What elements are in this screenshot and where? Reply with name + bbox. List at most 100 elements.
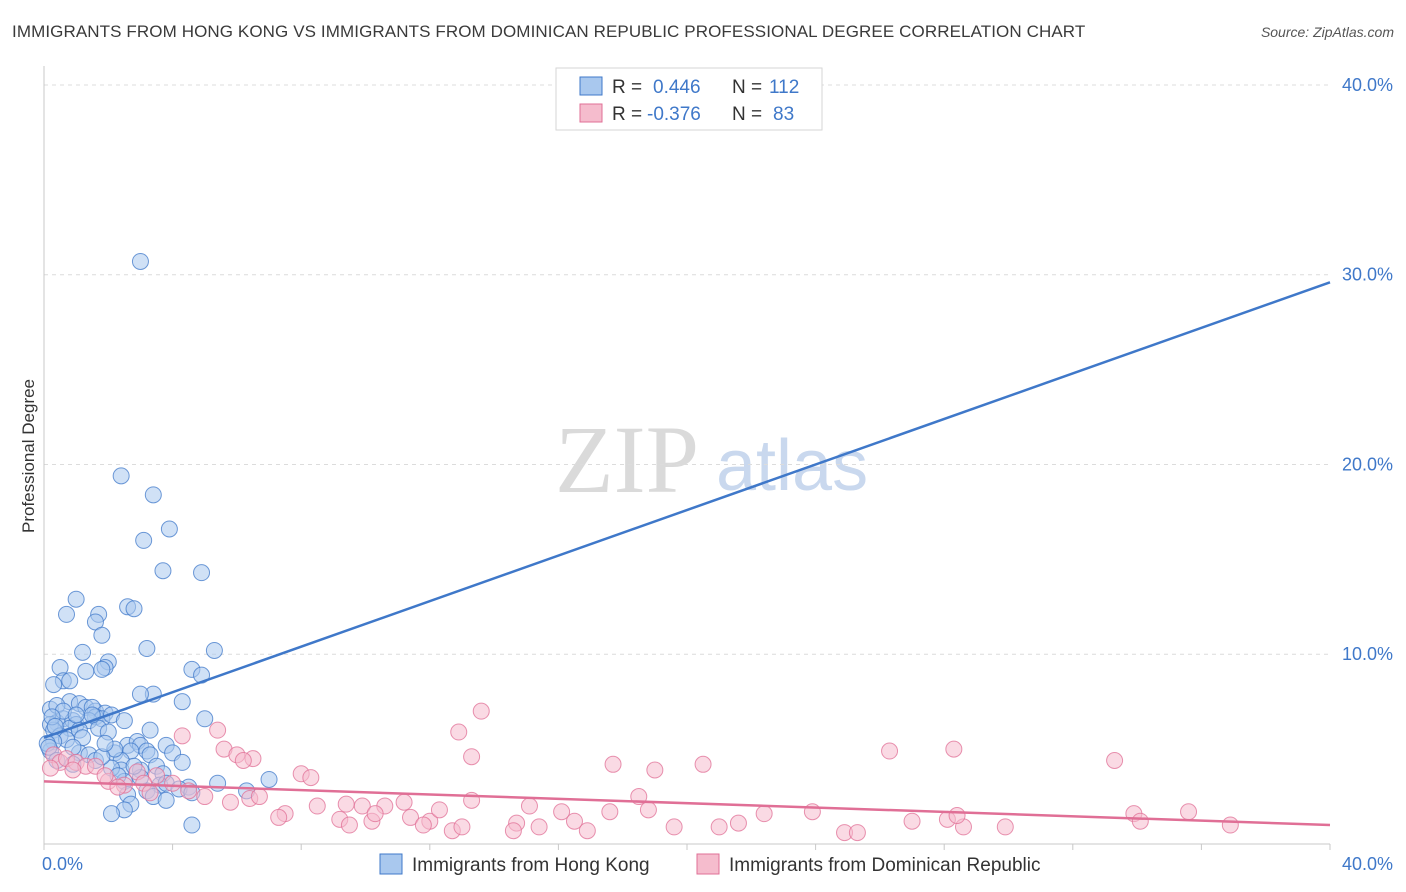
point-dominican — [601, 803, 619, 821]
y-tick-label: 10.0% — [1342, 644, 1393, 664]
point-dominican — [848, 824, 866, 842]
watermark-zip: ZIP — [555, 406, 699, 513]
point-hong-kong — [138, 640, 156, 658]
point-dominican — [109, 778, 127, 796]
point-dominican — [665, 818, 683, 836]
point-hong-kong — [61, 672, 79, 690]
point-dominican — [450, 723, 468, 741]
trend-line-dominican — [43, 780, 1331, 827]
point-hong-kong — [193, 564, 211, 582]
point-dominican — [234, 752, 252, 770]
point-hong-kong — [112, 467, 130, 485]
point-hong-kong — [67, 706, 85, 724]
gridlines — [44, 84, 1330, 655]
chart-title: IMMIGRANTS FROM HONG KONG VS IMMIGRANTS … — [12, 22, 1086, 41]
data-points — [38, 252, 1239, 842]
point-dominican — [463, 748, 481, 766]
stats-r-value-hong-kong: 0.446 — [653, 77, 701, 98]
point-dominican — [414, 816, 432, 834]
point-dominican — [1180, 803, 1198, 821]
point-hong-kong — [260, 770, 278, 788]
chart-source: Source: ZipAtlas.com — [1260, 24, 1394, 40]
point-dominican — [520, 797, 538, 815]
legend: Immigrants from Hong Kong Immigrants fro… — [379, 853, 1041, 876]
stats-r-label-hong-kong: R = — [612, 77, 642, 98]
y-tick-label: 20.0% — [1342, 454, 1393, 474]
point-hong-kong — [93, 660, 111, 678]
point-dominican — [340, 816, 358, 834]
x-tick-label-max: 40.0% — [1342, 854, 1393, 874]
x-ticks — [43, 844, 1331, 850]
point-dominican — [948, 807, 966, 825]
point-dominican — [366, 805, 384, 823]
point-dominican — [250, 788, 268, 806]
point-hong-kong — [183, 816, 201, 834]
point-dominican — [530, 818, 548, 836]
point-hong-kong — [115, 712, 133, 730]
point-dominican — [729, 814, 747, 832]
legend-swatch-hong-kong — [379, 853, 403, 875]
point-hong-kong — [196, 710, 214, 728]
stats-swatch-dominican — [579, 103, 603, 123]
point-dominican — [337, 795, 355, 813]
y-tick-label: 30.0% — [1342, 265, 1393, 285]
point-dominican — [270, 808, 288, 826]
point-dominican — [694, 755, 712, 773]
point-dominican — [402, 808, 420, 826]
point-dominican — [41, 759, 59, 777]
point-hong-kong — [144, 486, 162, 504]
stats-n-label-hong-kong: N = — [732, 77, 762, 98]
point-dominican — [646, 761, 664, 779]
point-dominican — [565, 812, 583, 830]
point-hong-kong — [93, 626, 111, 644]
watermark-atlas: atlas — [716, 426, 868, 506]
point-hong-kong — [74, 643, 92, 661]
point-dominican — [148, 767, 166, 785]
point-dominican — [164, 774, 182, 792]
watermark: ZIP atlas — [555, 406, 868, 513]
point-dominican — [96, 767, 114, 785]
point-dominican — [881, 742, 899, 760]
point-dominican — [578, 822, 596, 840]
point-hong-kong — [173, 693, 191, 711]
point-dominican — [209, 721, 227, 739]
point-hong-kong — [67, 590, 85, 608]
point-hong-kong — [141, 721, 159, 739]
stats-n-value-hong-kong: 112 — [769, 77, 799, 98]
point-dominican — [221, 793, 239, 811]
legend-label-dominican: Immigrants from Dominican Republic — [729, 855, 1041, 876]
point-dominican — [395, 793, 413, 811]
point-hong-kong — [96, 734, 114, 752]
point-hong-kong — [77, 662, 95, 680]
point-dominican — [639, 801, 657, 819]
point-dominican — [1106, 752, 1124, 770]
point-dominican — [945, 740, 963, 758]
point-dominican — [308, 797, 326, 815]
point-hong-kong — [205, 641, 223, 659]
point-dominican — [755, 805, 773, 823]
y-tick-labels: 10.0% 20.0% 30.0% 40.0% — [1342, 75, 1393, 664]
point-dominican — [1131, 812, 1149, 830]
point-dominican — [196, 788, 214, 806]
point-dominican — [996, 818, 1014, 836]
point-dominican — [903, 812, 921, 830]
point-hong-kong — [58, 605, 76, 623]
point-hong-kong — [209, 774, 227, 792]
point-dominican — [353, 797, 371, 815]
point-hong-kong — [173, 753, 191, 771]
point-dominican — [472, 702, 490, 720]
point-dominican — [453, 818, 471, 836]
point-dominican — [710, 818, 728, 836]
x-tick-label-min: 0.0% — [42, 854, 83, 874]
trend-line-hong-kong — [43, 281, 1331, 739]
stats-r-label-dominican: R = — [612, 104, 642, 125]
point-hong-kong — [135, 531, 153, 549]
point-dominican — [604, 755, 622, 773]
point-dominican — [1221, 816, 1239, 834]
trend-lines — [43, 281, 1331, 827]
point-dominican — [302, 769, 320, 787]
legend-swatch-dominican — [696, 853, 720, 875]
point-dominican — [141, 784, 159, 802]
point-hong-kong — [160, 520, 178, 538]
